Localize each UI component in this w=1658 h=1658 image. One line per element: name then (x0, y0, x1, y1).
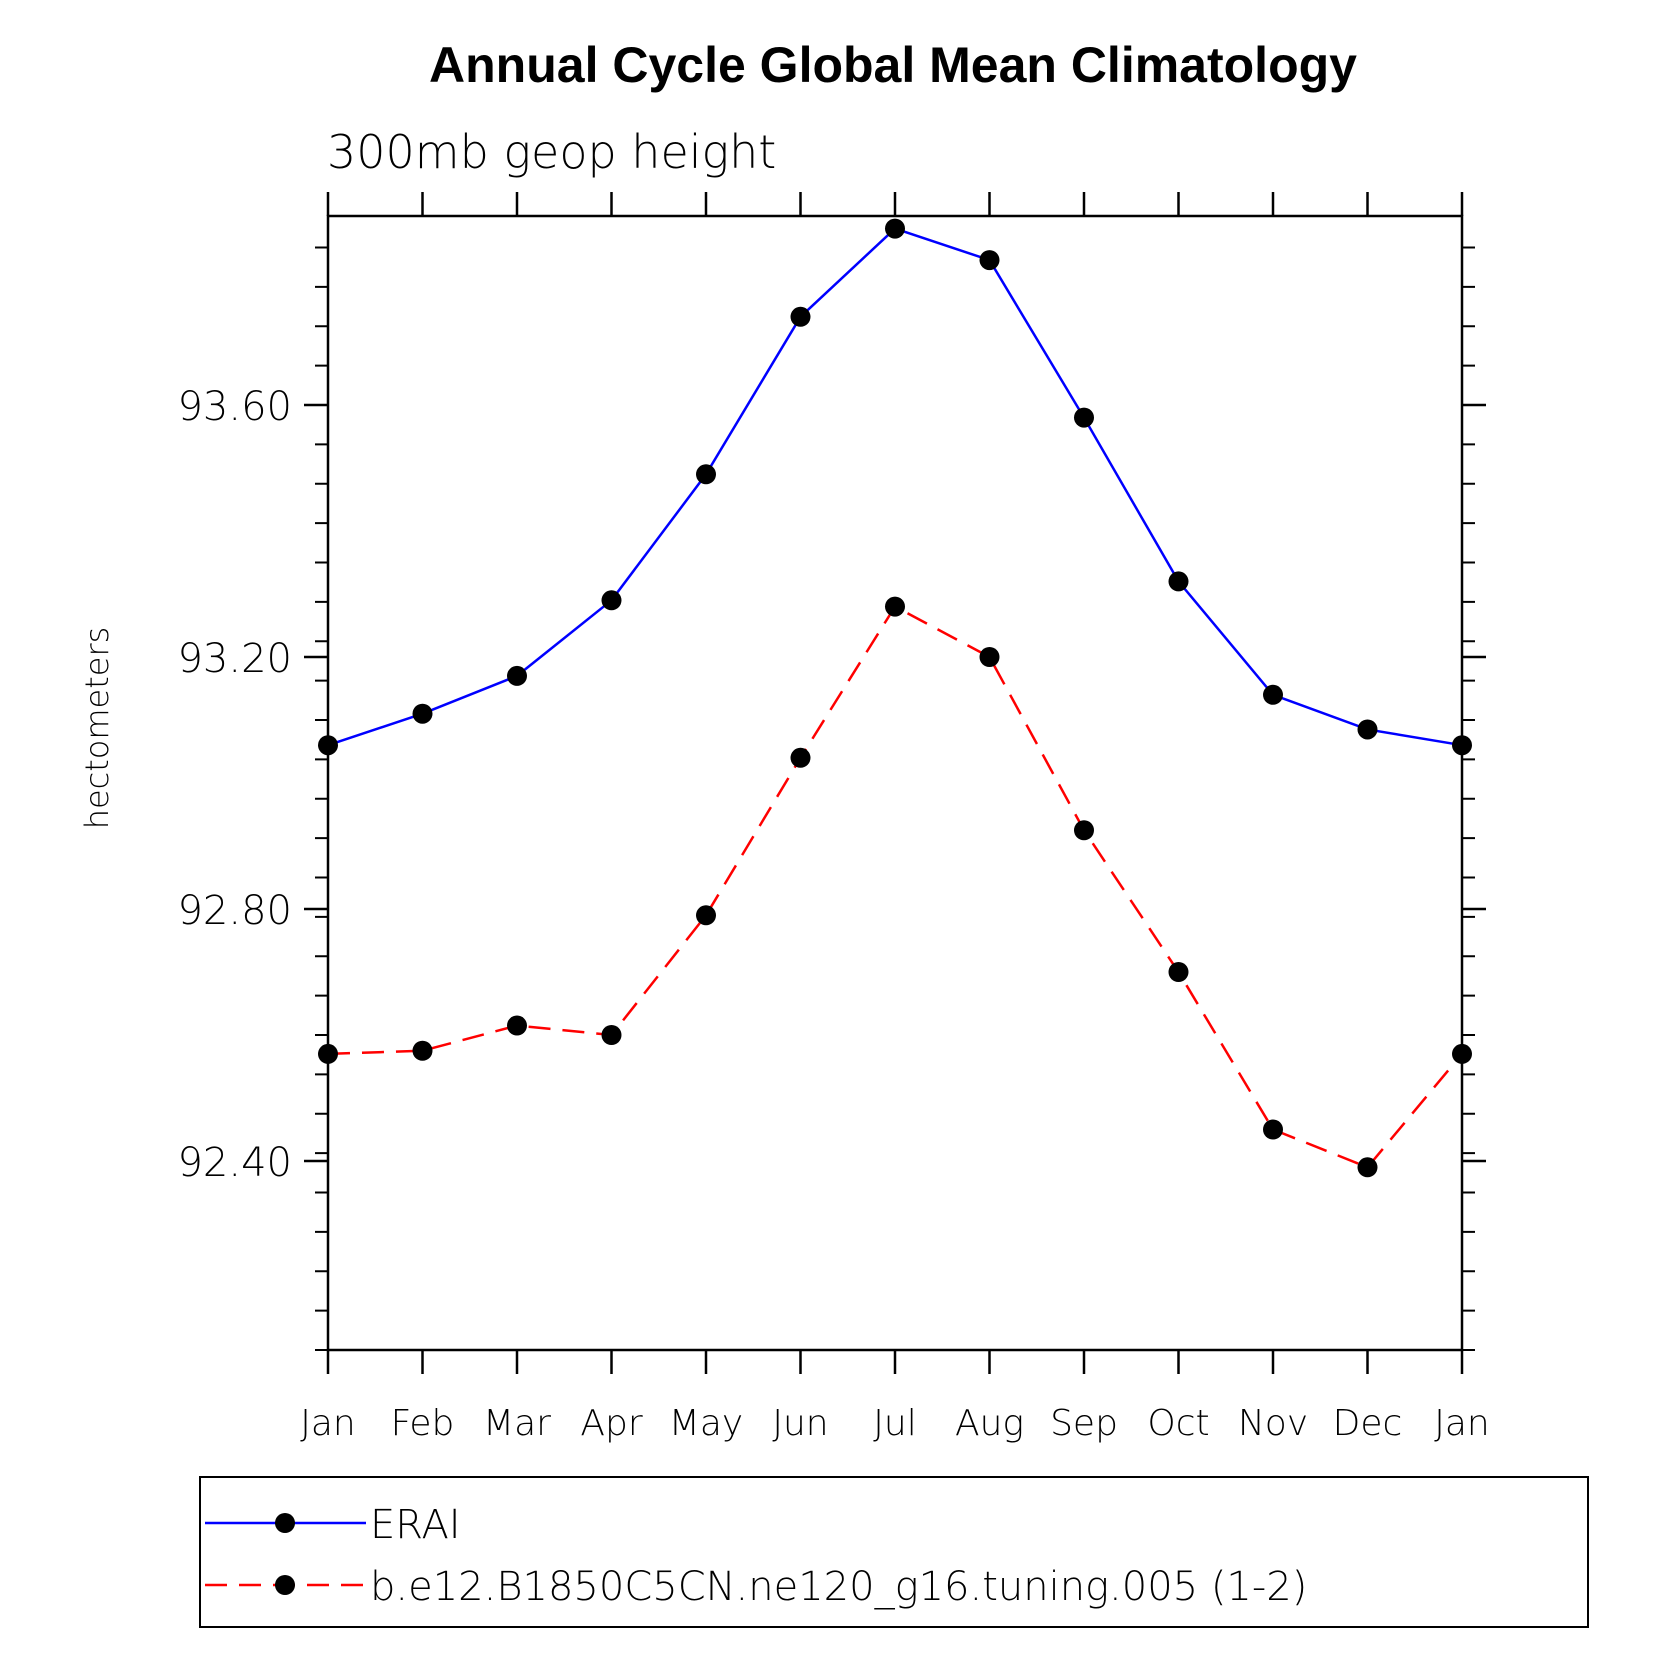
data-point (1452, 735, 1472, 756)
x-tick-label: Aug (955, 1403, 1024, 1444)
series-group (318, 218, 1472, 1178)
data-point (507, 1015, 527, 1036)
x-tick-label: Jan (300, 1403, 356, 1444)
series-line (327, 604, 1463, 1169)
legend: ERAI b.e12.B1850C5CN.ne120_g16.tuning.005… (199, 1476, 1589, 1628)
data-point (507, 665, 527, 686)
series-2 (318, 596, 1472, 1178)
y-tick-label: 93.20 (177, 636, 292, 682)
data-point (1168, 571, 1189, 592)
chart-subtitle: 300mb geop height (327, 125, 776, 179)
data-point (1263, 1119, 1283, 1140)
data-point (885, 218, 905, 239)
x-tick-label: Feb (391, 1403, 455, 1444)
y-tick-label: 92.40 (177, 1140, 292, 1186)
y-axis-label: hectometers (78, 627, 116, 830)
data-point (790, 306, 811, 327)
x-tick-label: Oct (1147, 1403, 1209, 1444)
series-line (327, 227, 1463, 747)
data-point (318, 735, 338, 756)
legend-marker (275, 1513, 295, 1533)
x-tick-label: Jul (873, 1403, 916, 1444)
data-point (412, 1040, 433, 1061)
x-tick-label: Jan (1434, 1403, 1490, 1444)
data-point (1452, 1043, 1472, 1064)
legend-label: ERAI (370, 1502, 461, 1548)
x-tick-label: Apr (580, 1403, 642, 1444)
data-point (1074, 407, 1094, 428)
x-tick-label: Nov (1238, 1403, 1308, 1444)
data-point (885, 596, 905, 617)
data-point (601, 590, 622, 611)
legend-marker (275, 1575, 295, 1595)
plot-frame (326, 214, 1464, 1352)
series-1 (318, 218, 1472, 756)
data-point (318, 1043, 338, 1064)
data-point (412, 703, 433, 724)
legend-box (199, 1476, 1589, 1628)
data-point (1074, 820, 1094, 841)
data-point (696, 905, 716, 926)
x-tick-label: Dec (1333, 1403, 1403, 1444)
y-tick-label: 92.80 (177, 888, 292, 934)
x-tick-label: Jun (772, 1403, 828, 1444)
data-point (979, 250, 1000, 271)
data-point (1357, 1157, 1378, 1178)
x-tick-label: May (669, 1403, 743, 1444)
data-point (1168, 962, 1189, 982)
data-point (696, 464, 716, 485)
data-point (1357, 719, 1378, 740)
data-point (1263, 684, 1283, 705)
data-point (790, 747, 811, 768)
x-tick-label: Sep (1050, 1403, 1118, 1444)
axes: Jan Feb Mar Apr May Jun Jul Aug Sep Oct Nov Dec Jan 9… (177, 192, 1490, 1444)
y-tick-label: 93.60 (177, 384, 292, 430)
x-tick-label: Mar (483, 1403, 551, 1444)
chart-title: Annual Cycle Global Mean Climatology (429, 37, 1357, 93)
legend-label: b.e12.B1850C5CN.ne120_g16.tuning.005 (1-… (370, 1564, 1307, 1610)
data-point (979, 647, 1000, 667)
data-point (601, 1025, 622, 1045)
